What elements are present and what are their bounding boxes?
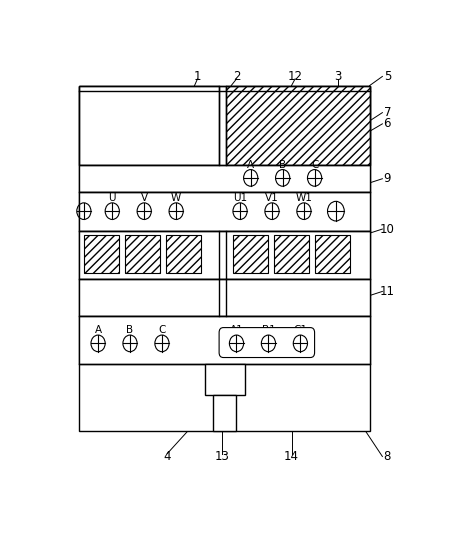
Text: 10: 10: [380, 222, 395, 235]
Text: 5: 5: [384, 70, 391, 83]
Text: U: U: [109, 193, 116, 203]
Text: U1: U1: [233, 193, 247, 203]
Text: 11: 11: [380, 285, 395, 298]
Bar: [84, 235, 120, 273]
Bar: [315, 235, 350, 273]
Text: B: B: [279, 160, 286, 170]
Text: V1: V1: [265, 193, 279, 203]
Text: 2: 2: [233, 70, 240, 83]
Text: A1: A1: [229, 325, 243, 335]
Text: 3: 3: [334, 70, 341, 83]
Text: C: C: [158, 325, 166, 335]
Text: V: V: [141, 193, 148, 203]
Text: 8: 8: [384, 450, 391, 463]
Bar: [79, 192, 370, 231]
Bar: [165, 235, 201, 273]
Bar: [79, 85, 370, 165]
Text: 4: 4: [164, 450, 171, 463]
Bar: [79, 279, 370, 316]
Text: 1: 1: [194, 70, 201, 83]
Text: 9: 9: [384, 172, 391, 185]
Bar: [125, 235, 160, 273]
Text: B1: B1: [262, 325, 275, 335]
Text: 6: 6: [384, 117, 391, 130]
Text: A: A: [94, 325, 102, 335]
Bar: [79, 316, 370, 364]
Bar: [226, 85, 370, 165]
FancyBboxPatch shape: [219, 328, 315, 357]
Text: W1: W1: [295, 193, 312, 203]
Text: 13: 13: [215, 450, 230, 463]
Bar: [205, 364, 245, 395]
Text: A: A: [247, 160, 254, 170]
Text: 14: 14: [284, 450, 299, 463]
Text: 7: 7: [384, 106, 391, 119]
Text: C: C: [311, 160, 318, 170]
Text: C1: C1: [294, 325, 307, 335]
Text: W: W: [171, 193, 181, 203]
Bar: [79, 85, 219, 165]
Bar: [79, 85, 370, 431]
Bar: [233, 235, 268, 273]
Bar: [274, 235, 309, 273]
Bar: [79, 231, 370, 279]
Text: 12: 12: [288, 70, 303, 83]
Bar: [79, 165, 370, 192]
Bar: [213, 395, 236, 431]
Text: B: B: [126, 325, 134, 335]
